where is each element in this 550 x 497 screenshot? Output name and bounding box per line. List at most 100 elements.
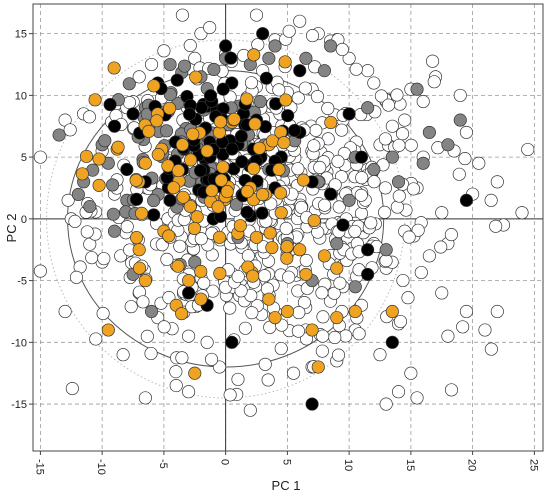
data-point [378, 181, 392, 195]
data-point [379, 254, 393, 268]
data-point [330, 261, 344, 275]
data-point [422, 125, 436, 139]
data-point [169, 365, 183, 379]
data-point [307, 214, 321, 228]
data-point [441, 138, 455, 152]
data-point [175, 8, 189, 22]
data-point [489, 219, 503, 233]
data-point [240, 92, 254, 106]
data-point [402, 230, 416, 244]
data-point [299, 267, 313, 281]
data-point [459, 125, 473, 139]
data-point [182, 274, 196, 288]
data-point [216, 160, 230, 174]
y-tick-label: 10 [15, 90, 27, 102]
data-point [435, 286, 449, 300]
data-point [151, 148, 165, 162]
data-point [213, 115, 228, 129]
data-point [414, 265, 428, 280]
x-axis-label: PC 1 [272, 478, 301, 493]
data-point [252, 141, 266, 155]
data-point [395, 127, 410, 141]
data-point [398, 113, 412, 127]
data-point [170, 73, 184, 87]
data-point [287, 366, 301, 380]
data-point [200, 144, 214, 158]
data-point [258, 357, 272, 371]
data-point [167, 181, 181, 195]
data-point [203, 89, 218, 103]
data-point [175, 351, 189, 365]
data-point [162, 229, 176, 243]
data-point [521, 142, 535, 157]
data-point [160, 252, 174, 266]
data-point [305, 323, 319, 337]
data-point [316, 310, 330, 324]
data-point [249, 230, 264, 244]
x-tick-label: 15 [404, 459, 416, 471]
data-point [224, 51, 238, 65]
data-point [83, 237, 97, 251]
data-point [234, 129, 248, 143]
data-point [33, 264, 47, 278]
data-point [385, 335, 399, 349]
data-point [355, 171, 369, 185]
data-point [177, 59, 192, 73]
data-point [404, 366, 418, 380]
data-point [379, 243, 393, 257]
data-point [122, 77, 136, 91]
x-tick-label: 5 [280, 459, 292, 465]
data-point [107, 119, 122, 133]
data-point [453, 113, 467, 127]
data-point [203, 20, 217, 35]
data-point [456, 320, 470, 334]
data-point [422, 249, 436, 263]
data-points [33, 8, 535, 417]
data-point [484, 342, 498, 356]
data-point [96, 306, 110, 321]
data-point [258, 269, 272, 283]
data-point [173, 239, 187, 253]
data-point [268, 39, 282, 53]
data-point [255, 206, 269, 220]
data-point [396, 273, 410, 288]
data-point [138, 391, 152, 405]
data-point [315, 344, 329, 358]
data-point [381, 98, 396, 112]
data-point [444, 383, 459, 397]
data-point [410, 391, 424, 405]
data-point [263, 226, 277, 240]
data-point [265, 241, 279, 255]
x-tick-label: -5 [157, 459, 169, 469]
data-point [103, 98, 117, 112]
data-point [410, 82, 424, 96]
data-point [256, 188, 270, 202]
data-point [256, 27, 270, 41]
data-point [63, 123, 77, 137]
data-point [126, 107, 140, 121]
data-point [247, 48, 261, 62]
data-point [61, 193, 75, 207]
data-point [335, 42, 349, 57]
data-point [361, 243, 375, 257]
data-point [225, 335, 239, 349]
x-tick-label: 20 [466, 459, 478, 471]
data-point [75, 167, 89, 181]
data-point [233, 219, 247, 233]
data-point [261, 373, 275, 387]
data-point [392, 189, 406, 203]
data-point [354, 188, 368, 202]
data-point [82, 110, 96, 124]
data-point [311, 360, 325, 374]
x-tick-label: 10 [342, 459, 354, 471]
data-point [348, 280, 362, 294]
data-point [296, 173, 310, 187]
data-point [342, 107, 356, 121]
data-point [211, 200, 225, 214]
data-point [219, 39, 233, 53]
data-point [80, 225, 94, 239]
data-point [490, 175, 504, 189]
data-point [342, 51, 356, 65]
data-point [294, 200, 308, 214]
